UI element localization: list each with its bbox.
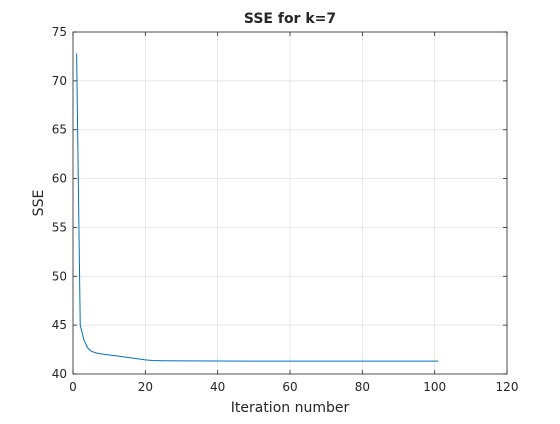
y-tick-label: 50 bbox=[52, 269, 67, 283]
y-tick-label: 65 bbox=[52, 123, 67, 137]
x-axis-label: Iteration number bbox=[231, 400, 350, 416]
y-tick-label: 55 bbox=[52, 220, 67, 234]
x-tick-label: 80 bbox=[355, 380, 370, 394]
y-axis-label: SSE bbox=[31, 190, 47, 217]
tick-layer: 0 20 40 60 80 100 120 40 45 50 55 60 65 70 75 bbox=[52, 25, 519, 394]
y-tick-label: 40 bbox=[52, 367, 67, 381]
y-tick-label: 60 bbox=[52, 172, 67, 186]
chart-title: SSE for k=7 bbox=[244, 11, 336, 27]
y-tick-label: 75 bbox=[52, 25, 67, 39]
x-tick-label: 100 bbox=[423, 380, 446, 394]
x-tick-label: 20 bbox=[138, 380, 153, 394]
series-layer bbox=[76, 53, 439, 362]
sse-series-line bbox=[76, 53, 439, 362]
x-tick-label: 40 bbox=[210, 380, 225, 394]
x-tick-label: 60 bbox=[282, 380, 297, 394]
x-tick-label: 0 bbox=[69, 380, 77, 394]
y-tick-label: 45 bbox=[52, 318, 67, 332]
x-tick-label: 120 bbox=[496, 380, 519, 394]
y-tick-label: 70 bbox=[52, 74, 67, 88]
